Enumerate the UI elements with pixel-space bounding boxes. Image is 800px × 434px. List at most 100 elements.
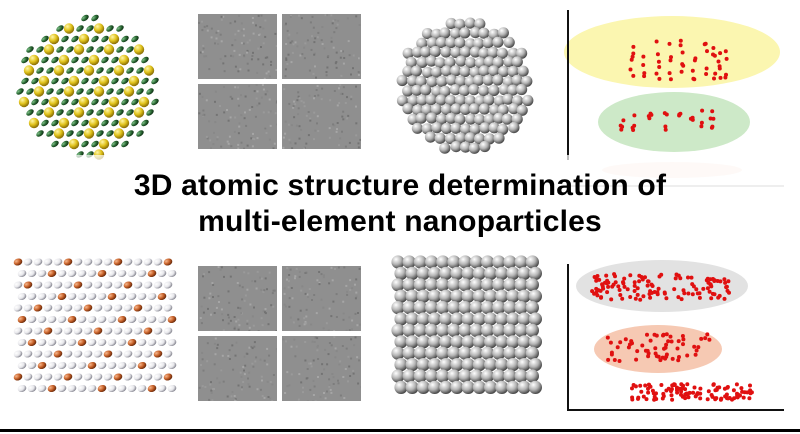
grey-atom (391, 255, 405, 269)
noise-speck (355, 134, 358, 137)
data-point (708, 277, 713, 282)
gold-atom (63, 86, 75, 97)
green-atom (101, 56, 109, 64)
orange-atom (37, 361, 47, 370)
noise-speck (221, 354, 224, 357)
white-atom (83, 281, 93, 289)
noise-speck (345, 284, 348, 287)
white-atom (37, 269, 47, 278)
grey-atom (445, 94, 457, 106)
green-atom (131, 98, 139, 106)
gold-atom (83, 65, 95, 76)
noise-speck (199, 317, 202, 319)
noise-speck (227, 316, 230, 319)
white-atom (47, 338, 57, 347)
grey-atom (528, 358, 542, 372)
noise-speck (267, 323, 270, 326)
white-atom (37, 292, 47, 301)
noise-speck (254, 115, 257, 118)
data-point (635, 292, 640, 297)
green-atom (56, 46, 64, 53)
orange-atom (77, 338, 87, 347)
data-point (664, 352, 669, 357)
grey-atom (498, 65, 510, 78)
white-atom (137, 269, 147, 278)
noise-speck (256, 104, 259, 107)
noise-speck (324, 348, 327, 351)
grey-atom (468, 142, 480, 154)
data-point (723, 280, 728, 285)
noise-speck (216, 138, 219, 141)
green-atom (66, 67, 74, 74)
grey-atom (497, 104, 509, 116)
noise-speck (239, 371, 242, 374)
grey-atom (394, 335, 408, 349)
green-atom (41, 119, 49, 127)
data-point (605, 290, 610, 295)
grey-atom (495, 358, 509, 372)
green-atom (111, 140, 119, 148)
grey-atom-lattice-block (391, 255, 542, 394)
noise-speck (238, 125, 241, 128)
noise-speck (341, 345, 344, 347)
data-point (732, 396, 737, 401)
noise-speck (241, 286, 244, 289)
noise-speck (213, 342, 216, 345)
grey-atom (413, 278, 427, 292)
data-point (712, 76, 716, 81)
grey-atom (425, 323, 439, 337)
white-atom (157, 384, 167, 393)
noise-speck (215, 31, 218, 34)
noise-speck (253, 306, 255, 309)
data-point (712, 53, 717, 58)
noise-speck (344, 102, 347, 104)
noise-speck (233, 49, 236, 52)
noise-speck (304, 341, 307, 343)
orange-atom (113, 258, 123, 266)
grey-atom (458, 255, 472, 269)
grey-atom (391, 278, 405, 292)
noise-speck (352, 372, 355, 375)
white-atom (43, 350, 53, 358)
noise-speck (355, 278, 358, 281)
noise-speck (357, 74, 360, 76)
grey-atom (450, 335, 464, 349)
noise-speck (276, 100, 277, 103)
data-point (711, 46, 716, 50)
white-atom (47, 315, 57, 324)
noise-speck (219, 57, 222, 60)
white-atom (87, 269, 97, 278)
green-atom (101, 119, 109, 127)
grey-atom (487, 46, 499, 59)
grey-atom (516, 104, 528, 116)
noise-speck (317, 31, 320, 34)
white-atom (27, 292, 37, 301)
noise-speck (203, 273, 205, 276)
noise-speck (316, 115, 319, 118)
noise-speck (326, 14, 329, 17)
noise-speck (238, 122, 241, 125)
noise-speck (305, 271, 308, 274)
grey-atom (482, 37, 494, 49)
data-point (747, 396, 752, 401)
noise-speck (234, 33, 237, 36)
noise-speck (282, 338, 285, 341)
grey-atom (478, 47, 490, 59)
noise-speck (329, 99, 332, 102)
noise-speck (267, 111, 270, 114)
noise-speck (210, 389, 213, 392)
data-point (710, 109, 715, 114)
white-atom (87, 384, 97, 393)
white-atom (117, 292, 127, 301)
grey-atom (461, 289, 475, 303)
noise-speck (316, 122, 318, 125)
white-atom (53, 304, 63, 312)
data-point (656, 59, 661, 64)
data-point (645, 332, 649, 337)
green-atom (41, 35, 49, 43)
noise-speck (265, 132, 268, 134)
noise-speck (302, 391, 304, 394)
gold-atom (53, 65, 65, 76)
grey-atom (434, 57, 446, 69)
noise-speck (209, 139, 212, 142)
